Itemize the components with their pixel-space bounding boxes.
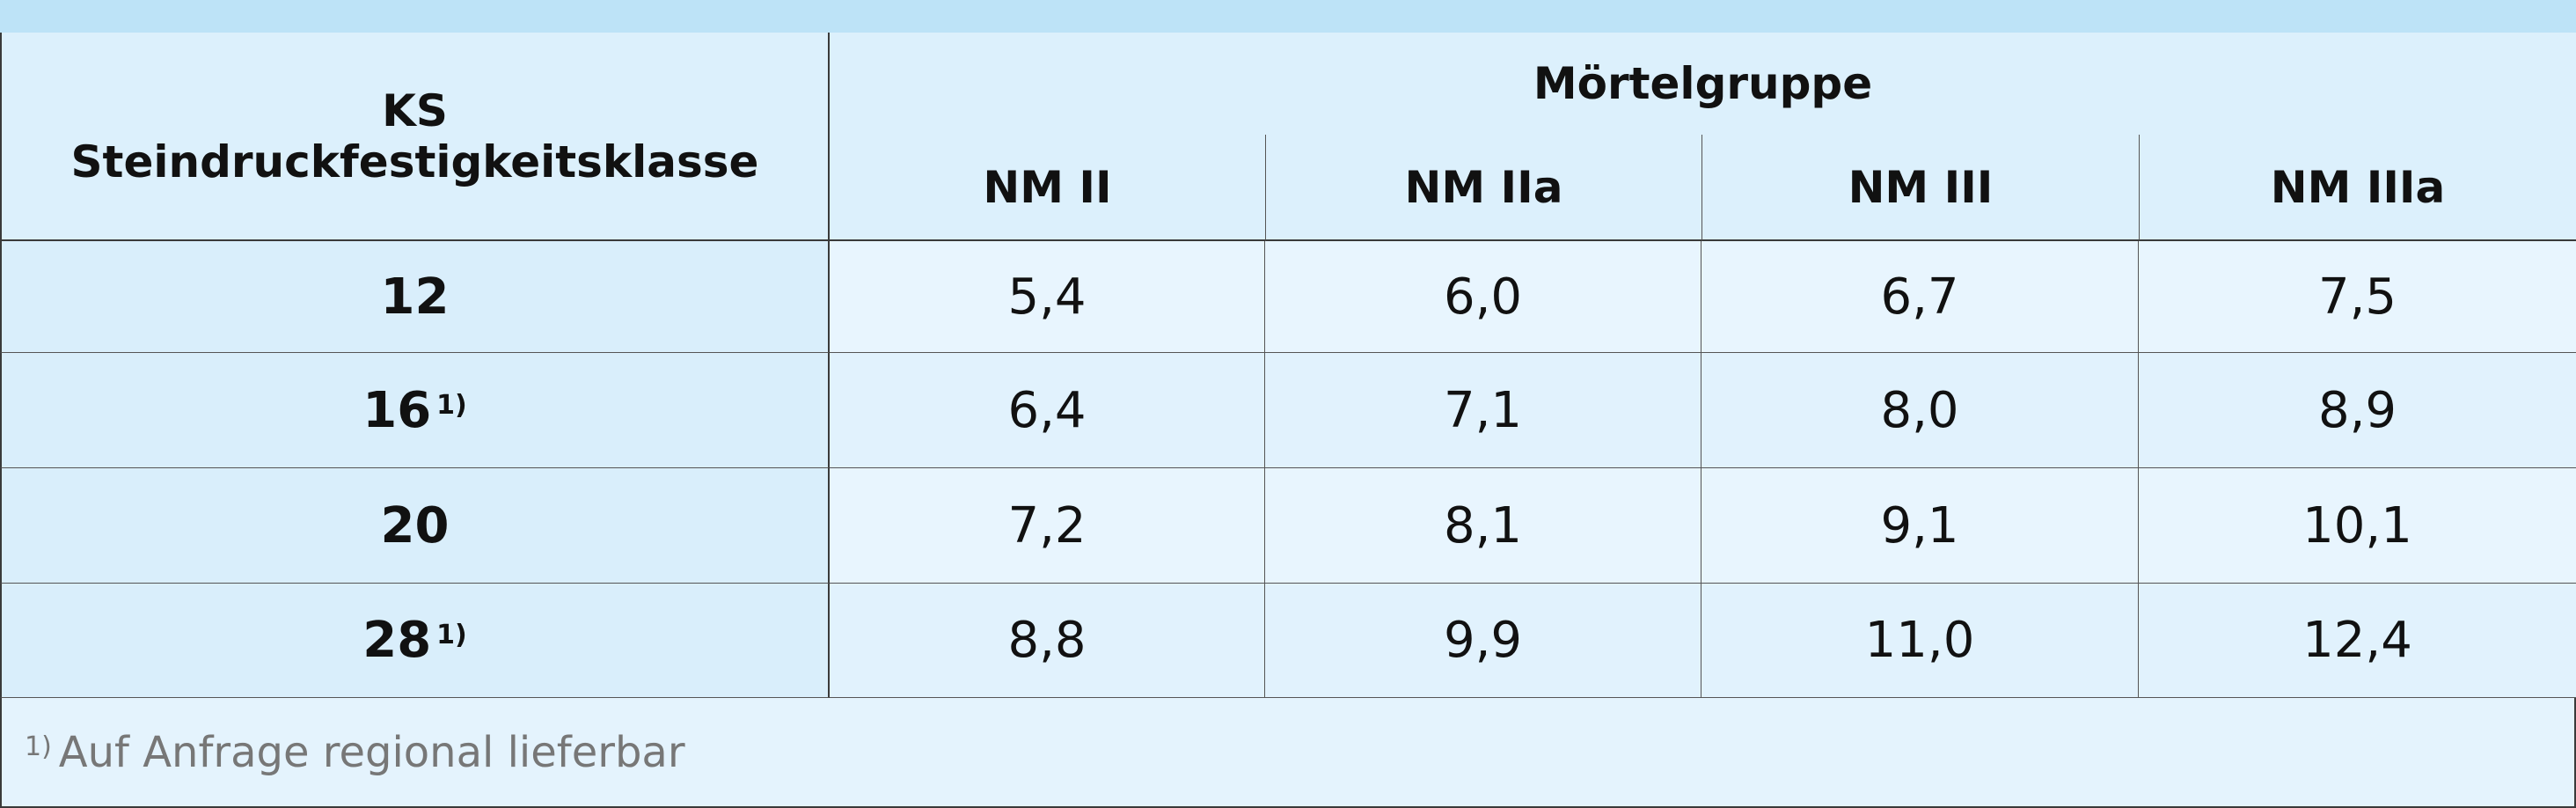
header-column-text: NM III <box>1848 161 1994 213</box>
data-cell: 8,1 <box>1265 468 1701 584</box>
cell-value: 8,1 <box>1443 496 1523 555</box>
cell-value: 11,0 <box>1864 612 1975 669</box>
data-cell: 12,4 <box>2139 584 2576 698</box>
header-column-text: NM IIIa <box>2270 161 2446 213</box>
data-cell: 8,8 <box>830 584 1265 698</box>
cell-value: 6,0 <box>1443 268 1523 326</box>
data-cell: 6,0 <box>1265 241 1701 353</box>
header-group: Mörtelgruppe <box>830 33 2576 135</box>
cell-value: 12,4 <box>2302 612 2412 669</box>
data-cell: 7,5 <box>2139 241 2576 353</box>
footnote-marker: 1) <box>25 731 52 762</box>
header-text: Steindruckfestigkeitsklasse <box>70 136 759 187</box>
header-column-text: NM II <box>983 161 1112 213</box>
row-label-text: 20 <box>380 496 450 555</box>
data-cell: 6,7 <box>1701 241 2139 353</box>
header-column: NM II <box>830 135 1265 241</box>
header-column: NM IIIa <box>2139 135 2576 241</box>
cell-value: 7,1 <box>1443 381 1523 439</box>
cell-value: 10,1 <box>2302 496 2412 555</box>
cell-value: 6,7 <box>1880 268 1959 326</box>
header-column: NM III <box>1701 135 2139 241</box>
header-column-text: NM IIa <box>1404 161 1563 213</box>
data-cell: 8,0 <box>1701 353 2139 468</box>
top-bar <box>0 0 2576 33</box>
data-cell: 7,1 <box>1265 353 1701 468</box>
cell-value: 9,9 <box>1443 612 1523 669</box>
row-label: 28 1) <box>0 584 830 698</box>
data-cell: 11,0 <box>1701 584 2139 698</box>
row-label-text: 28 <box>362 612 432 669</box>
row-label: 16 1) <box>0 353 830 468</box>
data-cell: 9,9 <box>1265 584 1701 698</box>
cell-value: 8,0 <box>1880 381 1959 439</box>
data-cell: 5,4 <box>830 241 1265 353</box>
cell-value: 8,8 <box>1007 612 1087 669</box>
header-first-column: KS Steindruckfestigkeitsklasse <box>0 33 830 241</box>
row-note: 1) <box>436 620 467 650</box>
data-cell: 7,2 <box>830 468 1265 584</box>
row-label-text: 12 <box>380 268 450 326</box>
header-column: NM IIa <box>1265 135 1701 241</box>
cell-value: 9,1 <box>1880 496 1959 555</box>
cell-value: 6,4 <box>1007 381 1087 439</box>
data-cell: 9,1 <box>1701 468 2139 584</box>
header-group-text: Mörtelgruppe <box>1533 58 1873 109</box>
cell-value: 7,2 <box>1007 496 1087 555</box>
row-label-text: 16 <box>362 381 432 439</box>
row-label: 12 <box>0 241 830 353</box>
data-cell: 8,9 <box>2139 353 2576 468</box>
header-text: KS <box>382 84 448 136</box>
cell-value: 5,4 <box>1007 268 1087 326</box>
data-cell: 6,4 <box>830 353 1265 468</box>
footnote-text: Auf Anfrage regional lieferbar <box>58 727 685 777</box>
cell-value: 8,9 <box>2317 381 2397 439</box>
data-cell: 10,1 <box>2139 468 2576 584</box>
footnote: 1) Auf Anfrage regional lieferbar <box>0 698 2576 808</box>
cell-value: 7,5 <box>2317 268 2397 326</box>
row-note: 1) <box>436 389 467 421</box>
row-label: 20 <box>0 468 830 584</box>
